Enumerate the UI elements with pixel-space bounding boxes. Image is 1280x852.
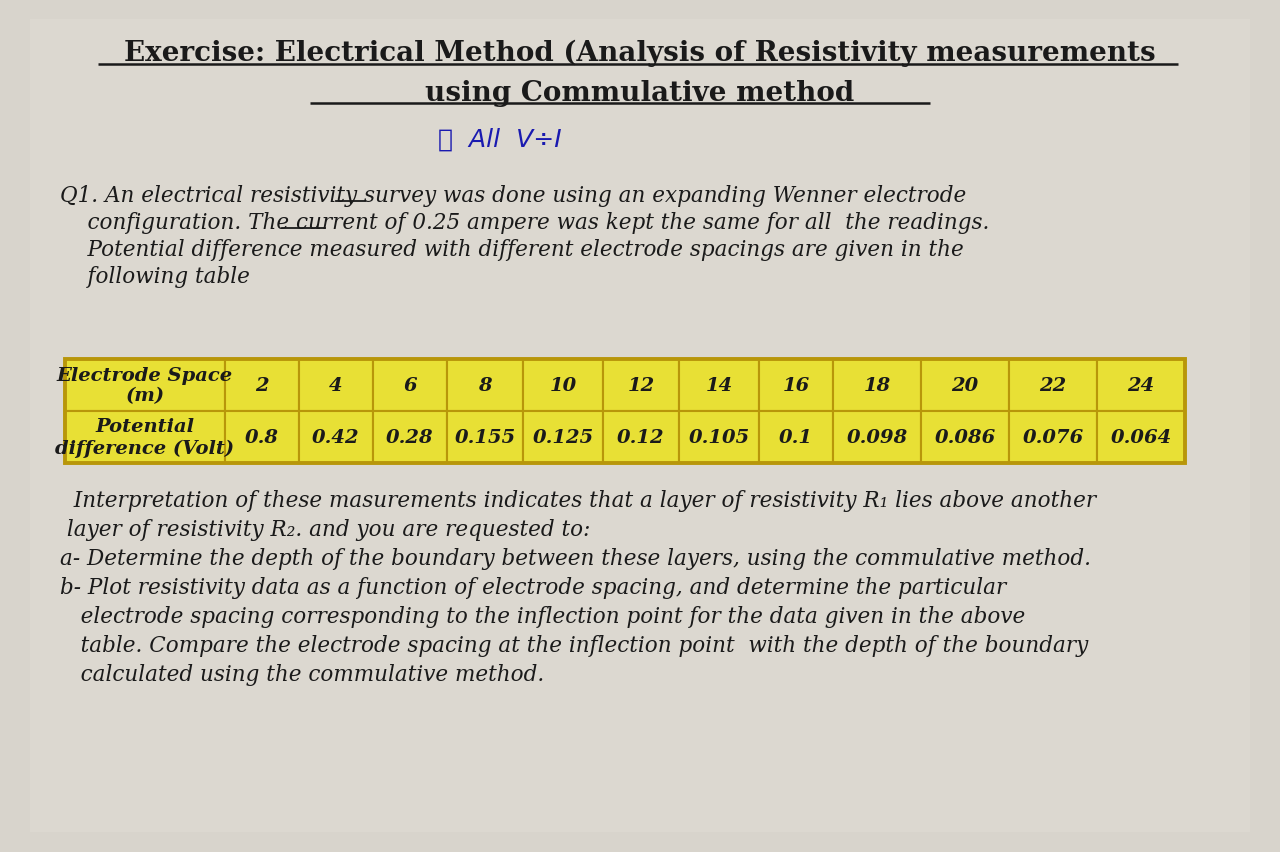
- Bar: [65, 412, 225, 463]
- Text: 20: 20: [951, 377, 979, 394]
- Text: Potential
difference (Volt): Potential difference (Volt): [55, 418, 234, 457]
- Text: using Commulative method: using Commulative method: [425, 80, 855, 106]
- Bar: [1097, 412, 1185, 463]
- Text: 18: 18: [864, 377, 891, 394]
- Bar: [65, 360, 225, 412]
- Text: 8: 8: [479, 377, 492, 394]
- Text: Exercise: Electrical Method (Analysis of Resistivity measurements: Exercise: Electrical Method (Analysis of…: [124, 40, 1156, 67]
- Text: 4: 4: [329, 377, 343, 394]
- Bar: [225, 360, 300, 412]
- Text: 24: 24: [1128, 377, 1155, 394]
- Text: 0.42: 0.42: [312, 429, 360, 446]
- Text: Q1. An electrical resistivity survey was done using an expanding Wenner electrod: Q1. An electrical resistivity survey was…: [60, 185, 966, 207]
- Bar: [1009, 412, 1097, 463]
- Bar: [524, 360, 603, 412]
- Text: Interpretation of these masurements indicates that a layer of resistivity R₁ lie: Interpretation of these masurements indi…: [60, 489, 1096, 511]
- Text: 22: 22: [1039, 377, 1066, 394]
- Text: 0.064: 0.064: [1110, 429, 1171, 446]
- Text: 2: 2: [255, 377, 269, 394]
- Text: 14: 14: [705, 377, 732, 394]
- Text: electrode spacing corresponding to the inflection point for the data given in th: electrode spacing corresponding to the i…: [60, 605, 1025, 627]
- Bar: [922, 412, 1009, 463]
- Bar: [833, 360, 922, 412]
- Text: 0.086: 0.086: [934, 429, 996, 446]
- Text: 10: 10: [549, 377, 576, 394]
- Bar: [922, 360, 1009, 412]
- Text: b- Plot resistivity data as a function of electrode spacing, and determine the p: b- Plot resistivity data as a function o…: [60, 576, 1006, 598]
- Text: 16: 16: [782, 377, 810, 394]
- Bar: [372, 360, 447, 412]
- Bar: [759, 360, 833, 412]
- Text: 0.105: 0.105: [689, 429, 750, 446]
- Text: 0.1: 0.1: [780, 429, 813, 446]
- Bar: [603, 412, 678, 463]
- Text: configuration. The current of 0.25 ampere was kept the same for all  the reading: configuration. The current of 0.25 amper…: [60, 212, 989, 233]
- Text: 0.155: 0.155: [454, 429, 516, 446]
- Bar: [372, 412, 447, 463]
- Text: 0.12: 0.12: [617, 429, 664, 446]
- Bar: [524, 412, 603, 463]
- Text: 0.076: 0.076: [1023, 429, 1084, 446]
- Bar: [65, 360, 1185, 463]
- Text: 0.28: 0.28: [387, 429, 434, 446]
- Text: Potential difference measured with different electrode spacings are given in the: Potential difference measured with diffe…: [60, 239, 964, 261]
- Text: 0.098: 0.098: [846, 429, 908, 446]
- Text: a- Determine the depth of the boundary between these layers, using the commulati: a- Determine the depth of the boundary b…: [60, 547, 1091, 569]
- Bar: [759, 412, 833, 463]
- Bar: [833, 412, 922, 463]
- Bar: [300, 360, 372, 412]
- Text: calculated using the commulative method.: calculated using the commulative method.: [60, 663, 544, 685]
- Text: following table: following table: [60, 266, 250, 288]
- Bar: [225, 412, 300, 463]
- Text: Electrode Space
(m): Electrode Space (m): [56, 366, 233, 405]
- Bar: [678, 412, 759, 463]
- Text: layer of resistivity R₂. and you are requested to:: layer of resistivity R₂. and you are req…: [60, 518, 590, 540]
- Text: ⓘ  All  V÷I: ⓘ All V÷I: [438, 128, 562, 152]
- Text: 0.125: 0.125: [532, 429, 594, 446]
- Bar: [1097, 360, 1185, 412]
- Text: 0.8: 0.8: [244, 429, 279, 446]
- Bar: [300, 412, 372, 463]
- Text: 12: 12: [627, 377, 654, 394]
- Bar: [603, 360, 678, 412]
- Text: 6: 6: [403, 377, 417, 394]
- Bar: [447, 412, 524, 463]
- Bar: [447, 360, 524, 412]
- Bar: [1009, 360, 1097, 412]
- Text: table. Compare the electrode spacing at the inflection point  with the depth of : table. Compare the electrode spacing at …: [60, 634, 1088, 656]
- Bar: [678, 360, 759, 412]
